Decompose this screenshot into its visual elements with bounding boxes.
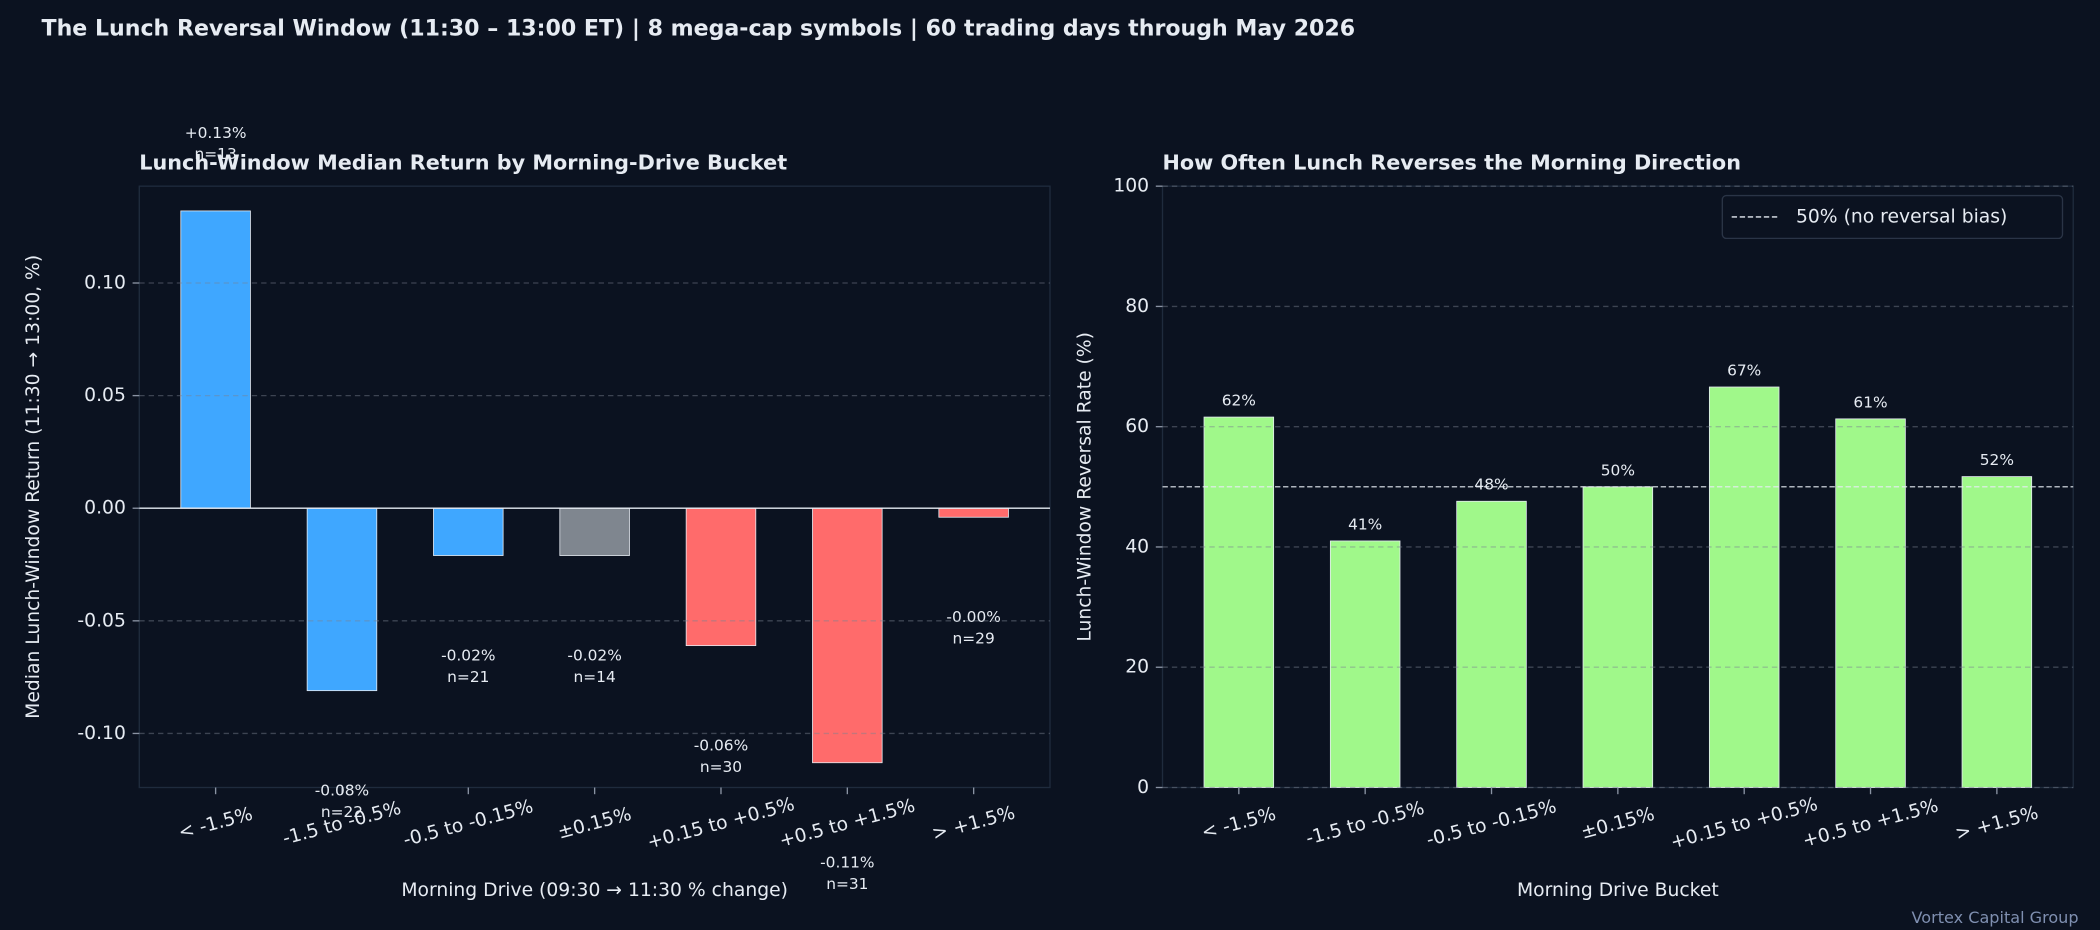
- value-label: 50%: [1601, 461, 1635, 479]
- count-label: n=21: [447, 668, 489, 686]
- y-tick-label: -0.05: [77, 610, 125, 631]
- y-tick-label: -0.10: [77, 723, 125, 744]
- count-label: n=13: [195, 145, 237, 163]
- y-axis-label: Median Lunch-Window Return (11:30 → 13:0…: [23, 255, 44, 719]
- chart-title: Lunch-Window Median Return by Morning-Dr…: [139, 150, 787, 174]
- y-axis-label: Lunch-Window Reversal Rate (%): [1074, 332, 1095, 642]
- y-tick-label: 20: [1125, 657, 1149, 678]
- footer: Vortex Capital Group: [1912, 908, 2079, 927]
- count-label: n=22: [321, 803, 363, 821]
- page-title: The Lunch Reversal Window (11:30 – 13:00…: [42, 15, 1356, 41]
- count-label: n=31: [826, 875, 868, 893]
- value-label: 41%: [1348, 515, 1382, 533]
- y-tick-label: 0.05: [84, 385, 126, 406]
- y-tick-label: 0.10: [84, 273, 126, 294]
- count-label: n=30: [700, 758, 742, 776]
- value-label: 67%: [1727, 361, 1761, 379]
- bar: [1961, 476, 2033, 788]
- bar: [306, 507, 378, 692]
- bar: [1582, 486, 1654, 788]
- bar: [1708, 386, 1780, 788]
- value-label: 62%: [1222, 392, 1256, 410]
- x-axis-label: Morning Drive (09:30 → 11:30 % change): [401, 880, 788, 901]
- value-label: -0.08%: [315, 782, 369, 800]
- bar: [433, 507, 504, 556]
- bar: [559, 507, 630, 556]
- y-tick-label: 40: [1125, 536, 1149, 557]
- bar: [1456, 500, 1527, 788]
- y-tick-label: 80: [1125, 296, 1149, 317]
- y-tick-label: 100: [1113, 176, 1149, 197]
- legend-label: 50% (no reversal bias): [1796, 206, 2007, 227]
- bar: [180, 210, 251, 509]
- bar: [685, 507, 757, 647]
- legend-box: [1721, 194, 2064, 240]
- y-tick-label: 0: [1137, 777, 1149, 798]
- bar: [812, 507, 883, 764]
- value-label: 52%: [1980, 451, 2014, 469]
- value-label: 61%: [1853, 393, 1887, 411]
- chart-title: How Often Lunch Reverses the Morning Dir…: [1163, 150, 1741, 174]
- value-label: -0.02%: [441, 646, 495, 664]
- y-tick-label: 60: [1125, 416, 1149, 437]
- value-label: -0.06%: [694, 737, 748, 755]
- value-label: -0.00%: [946, 608, 1000, 626]
- value-label: +0.13%: [185, 124, 247, 142]
- value-label: 48%: [1474, 476, 1508, 494]
- bar: [1329, 540, 1401, 788]
- bar: [1203, 416, 1275, 788]
- y-tick-label: 0.00: [84, 498, 126, 519]
- value-label: -0.02%: [567, 646, 621, 664]
- bar: [938, 507, 1009, 518]
- bar: [1835, 418, 1906, 788]
- count-label: n=14: [574, 668, 616, 686]
- value-label: -0.11%: [820, 854, 874, 872]
- x-axis-label: Morning Drive Bucket: [1517, 880, 1719, 901]
- count-label: n=29: [953, 630, 995, 648]
